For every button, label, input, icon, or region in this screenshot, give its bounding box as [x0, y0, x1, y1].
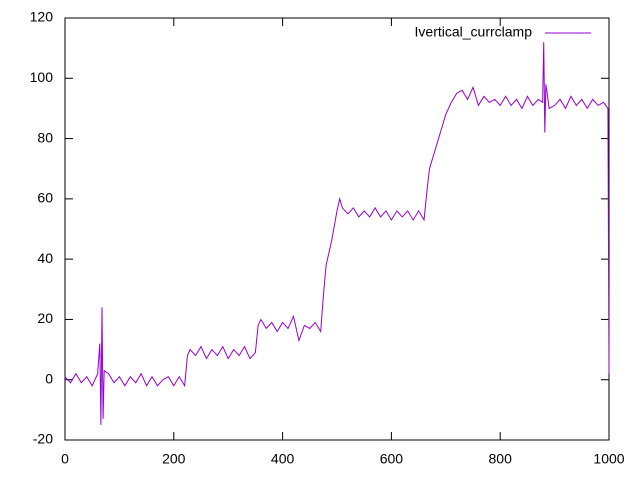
x-tick-label: 600 [380, 451, 404, 467]
x-tick-label: 0 [61, 451, 69, 467]
y-tick-label: 0 [45, 370, 53, 386]
y-tick-label: 20 [37, 310, 53, 326]
x-tick-label: 800 [489, 451, 513, 467]
plot-border [64, 17, 610, 441]
y-tick-label: 60 [37, 190, 53, 206]
x-tick-label: 1000 [593, 451, 624, 467]
legend-label: Ivertical_currclamp [415, 24, 533, 40]
y-tick-label: 100 [30, 69, 54, 85]
y-tick-label: 80 [37, 129, 53, 145]
y-tick-label: 40 [37, 250, 53, 266]
data-line [64, 42, 610, 425]
y-tick-label: -20 [33, 431, 53, 447]
x-tick-label: 200 [162, 451, 186, 467]
y-tick-label: 120 [30, 9, 54, 25]
x-tick-label: 400 [271, 451, 295, 467]
